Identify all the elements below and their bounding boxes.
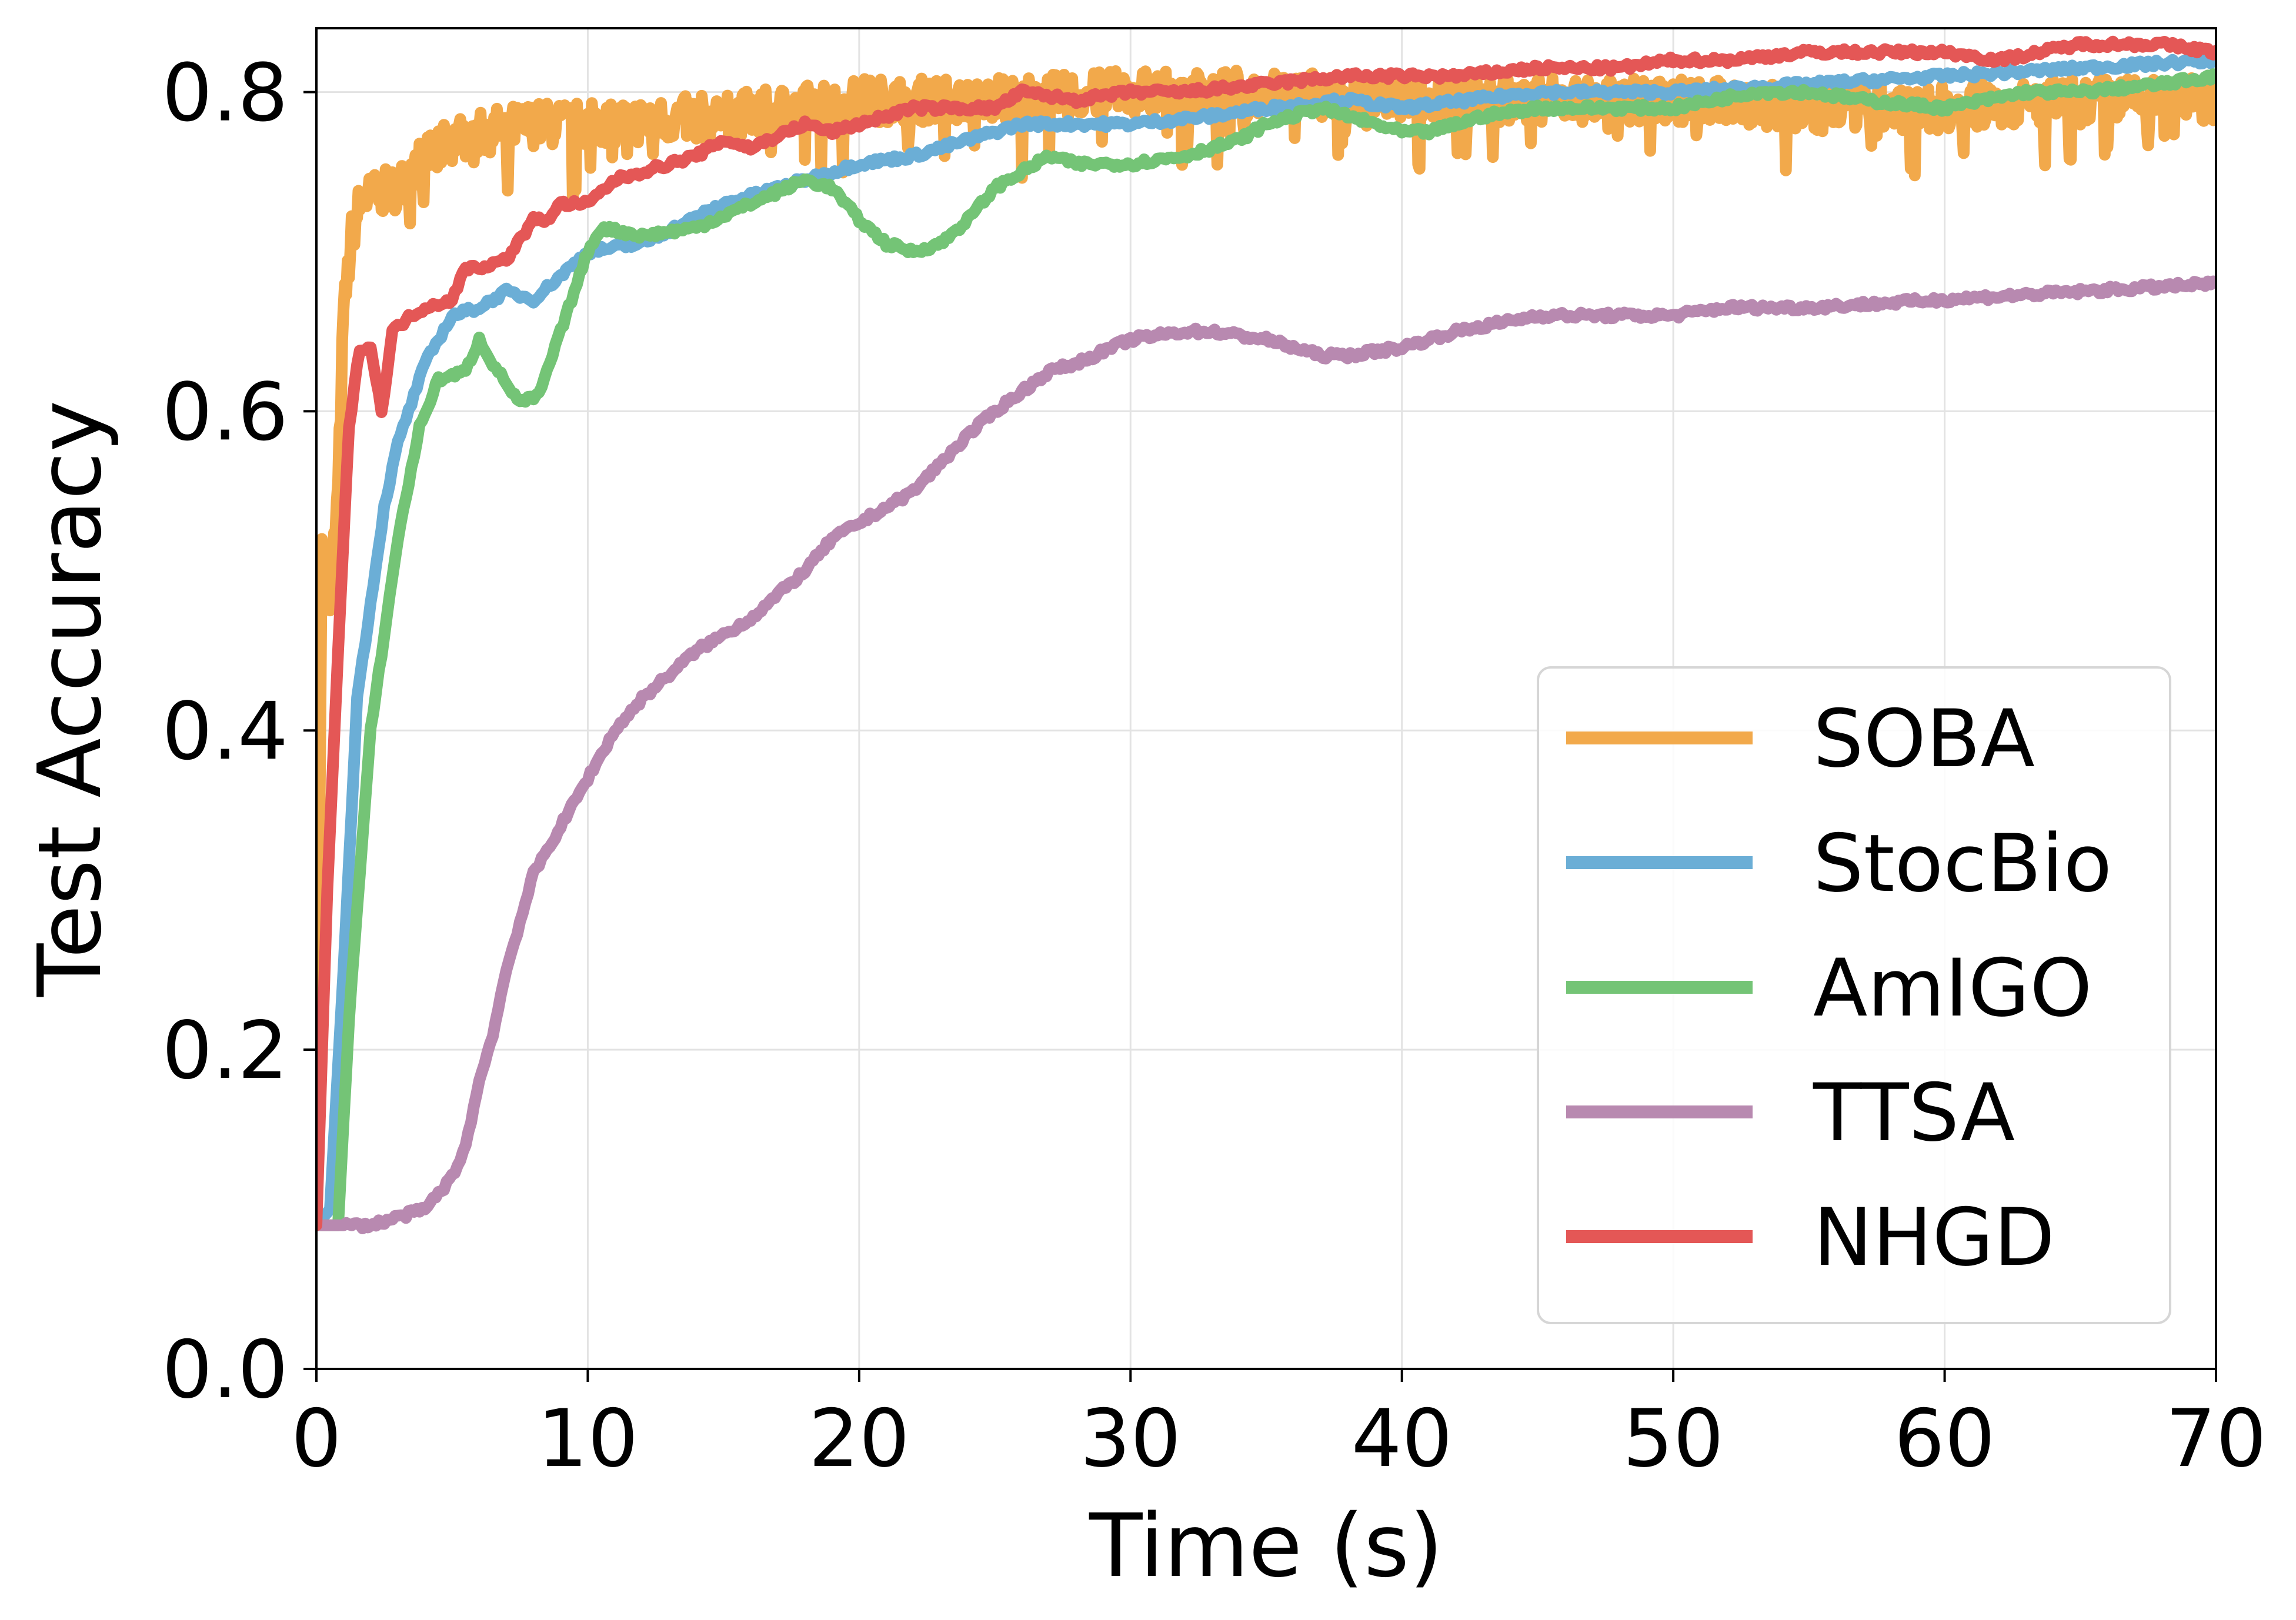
legend-label-stocbio: StocBio [1813, 817, 2112, 910]
y-tick-label: 0.6 [162, 366, 288, 458]
y-tick-label: 0.0 [162, 1324, 288, 1416]
plot-area [316, 35, 2216, 1234]
y-tick-label: 0.8 [162, 47, 288, 139]
x-tick-label: 60 [1894, 1392, 1995, 1485]
series-line-amigo [316, 68, 2216, 1231]
legend-label-soba: SOBA [1813, 693, 2035, 785]
legend: SOBA StocBio AmIGO TTSA NHGD [1537, 666, 2171, 1324]
x-tick-label: 50 [1623, 1392, 1724, 1485]
series-line-nhgd [316, 35, 2216, 1231]
x-axis: 0 10 20 30 40 50 60 70 [291, 1369, 2267, 1485]
series-line-ttsa [316, 275, 2216, 1234]
y-axis: 0.0 0.2 0.4 0.6 0.8 [162, 47, 316, 1416]
legend-label-ttsa: TTSA [1813, 1067, 2015, 1159]
plot-frame [315, 27, 2217, 1370]
x-axis-label: Time (s) [1089, 1495, 1443, 1596]
legend-label-nhgd: NHGD [1813, 1191, 2055, 1284]
x-tick-label: 0 [291, 1392, 342, 1485]
legend-box [1537, 666, 2171, 1324]
y-tick-label: 0.4 [162, 685, 288, 777]
x-tick-label: 70 [2165, 1392, 2267, 1485]
x-tick-label: 10 [538, 1392, 639, 1485]
y-tick-label: 0.2 [162, 1004, 288, 1097]
series-line-stocbio [316, 52, 2216, 1231]
x-tick-label: 40 [1351, 1392, 1453, 1485]
x-tick-label: 20 [809, 1392, 910, 1485]
y-axis-label: Test Accuracy [19, 400, 121, 997]
series-lines [316, 35, 2216, 1234]
legend-label-amigo: AmIGO [1813, 942, 2093, 1034]
x-tick-label: 30 [1080, 1392, 1181, 1485]
